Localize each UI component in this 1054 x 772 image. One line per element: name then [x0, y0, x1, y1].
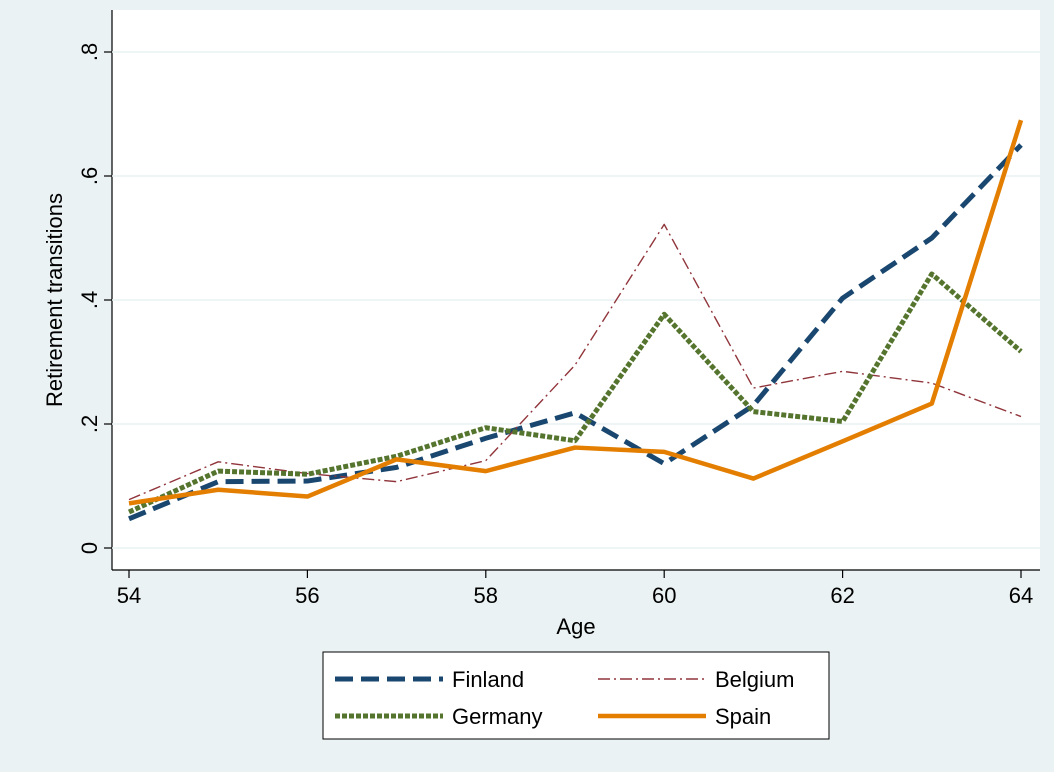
plot-area: [112, 10, 1040, 570]
x-tick-label: 60: [652, 583, 676, 608]
series-line: [127, 271, 1023, 515]
series-line: [128, 143, 1023, 522]
y-axis-title: Retirement transitions: [42, 193, 67, 407]
x-tick-label: 64: [1009, 583, 1033, 608]
y-tick-label: 0: [77, 542, 102, 554]
legend-label: Belgium: [715, 667, 794, 692]
legend-label: Spain: [715, 704, 771, 729]
x-tick-label: 62: [830, 583, 854, 608]
legend-box: [322, 651, 830, 740]
y-tick-label: .4: [77, 291, 102, 309]
x-tick-label: 56: [295, 583, 319, 608]
series-line: [128, 119, 1024, 506]
x-tick-label: 54: [117, 583, 141, 608]
x-tick-label: 58: [474, 583, 498, 608]
legend-label: Finland: [452, 667, 524, 692]
y-tick-label: .6: [77, 167, 102, 185]
legend-label: Germany: [452, 704, 542, 729]
y-tick-label: .8: [77, 43, 102, 61]
x-axis-title: Age: [556, 614, 595, 639]
y-tick-label: .2: [77, 415, 102, 433]
